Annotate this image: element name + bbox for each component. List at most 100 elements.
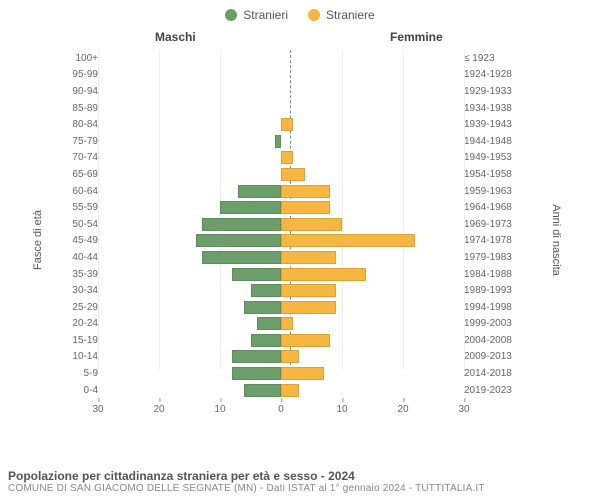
x-tick: 30: [92, 404, 103, 415]
bar-female-slot: [281, 350, 460, 363]
bar-female-slot: [281, 201, 460, 214]
bar-female: [281, 151, 293, 164]
pyramid-row: 60-641959-1963: [60, 183, 520, 200]
bar-male: [275, 135, 281, 148]
x-ticks: 3020100102030: [60, 400, 520, 430]
legend-female: Straniere: [308, 8, 375, 22]
pyramid-row: 30-34 1989-1993: [60, 282, 520, 299]
bar-female: [281, 118, 293, 131]
bar-male: [244, 301, 281, 314]
age-label: 40-44: [60, 252, 102, 263]
bar-male-slot: [102, 201, 281, 214]
age-label: 80-84: [60, 119, 102, 130]
pyramid-row: 25-291994-1998: [60, 299, 520, 316]
pyramid-row: 50-541969-1973: [60, 216, 520, 233]
bar-male-slot: [102, 251, 281, 264]
birth-label: 1974-1978: [460, 235, 520, 246]
age-label: 50-54: [60, 219, 102, 230]
birth-label: 1944-1948: [460, 136, 520, 147]
birth-label: 1994-1998: [460, 302, 520, 313]
birth-label: 2019-2023: [460, 385, 520, 396]
bar-male-slot: [102, 135, 281, 148]
bar-male: [251, 284, 282, 297]
rows-container: 100+≤ 192395-991924-192890-941929-193385…: [60, 50, 520, 400]
bar-male-slot: [102, 334, 281, 347]
bar-male: [232, 350, 281, 363]
male-header: Maschi: [155, 30, 196, 44]
pyramid-row: 65-69 1954-1958: [60, 166, 520, 183]
legend: Stranieri Straniere: [0, 0, 600, 30]
age-label: 100+: [60, 53, 102, 64]
y-axis-left-label: Fasce di età: [32, 210, 44, 270]
birth-label: 1989-1993: [460, 285, 520, 296]
birth-label: 2014-2018: [460, 368, 520, 379]
bar-female: [281, 284, 336, 297]
bar-female: [281, 234, 415, 247]
bar-female: [281, 185, 330, 198]
bar-female-slot: [281, 384, 460, 397]
bar-male-slot: [102, 384, 281, 397]
x-tick: 20: [397, 404, 408, 415]
pyramid-row: 45-49 1974-1978: [60, 233, 520, 250]
x-tick: 10: [336, 404, 347, 415]
pyramid-row: 0-42019-2023: [60, 382, 520, 399]
birth-label: 1939-1943: [460, 119, 520, 130]
pyramid-row: 70-741949-1953: [60, 150, 520, 167]
legend-female-label: Straniere: [326, 8, 375, 22]
legend-male-label: Stranieri: [243, 8, 288, 22]
age-label: 45-49: [60, 235, 102, 246]
birth-label: 1979-1983: [460, 252, 520, 263]
bar-male: [238, 185, 281, 198]
bar-female-slot: [281, 234, 460, 247]
bar-female: [281, 334, 330, 347]
age-label: 65-69: [60, 169, 102, 180]
age-label: 85-89: [60, 103, 102, 114]
bar-female: [281, 218, 342, 231]
birth-label: 1984-1988: [460, 269, 520, 280]
bar-female: [281, 268, 366, 281]
age-label: 55-59: [60, 202, 102, 213]
y-axis-right-label: Anni di nascita: [550, 204, 562, 276]
caption-sub: COMUNE DI SAN GIACOMO DELLE SEGNATE (MN)…: [8, 483, 592, 494]
x-tick: 30: [458, 404, 469, 415]
bar-male: [232, 367, 281, 380]
birth-label: ≤ 1923: [460, 53, 520, 64]
age-label: 30-34: [60, 285, 102, 296]
x-tick: 10: [214, 404, 225, 415]
bar-male-slot: [102, 234, 281, 247]
caption: Popolazione per cittadinanza straniera p…: [0, 469, 600, 500]
birth-label: 1929-1933: [460, 86, 520, 97]
bar-male-slot: [102, 317, 281, 330]
pyramid-row: 15-192004-2008: [60, 332, 520, 349]
chart-container: Stranieri Straniere Maschi Femmine Fasce…: [0, 0, 600, 500]
x-axis: 3020100102030: [60, 400, 520, 430]
pyramid-row: 55-59 1964-1968: [60, 199, 520, 216]
bar-female-slot: [281, 168, 460, 181]
bar-female-slot: [281, 251, 460, 264]
birth-label: 1964-1968: [460, 202, 520, 213]
birth-label: 2009-2013: [460, 351, 520, 362]
birth-label: 1934-1938: [460, 103, 520, 114]
bar-male-slot: [102, 284, 281, 297]
bar-male: [232, 268, 281, 281]
bar-male: [196, 234, 281, 247]
bar-female-slot: [281, 284, 460, 297]
bar-female-slot: [281, 301, 460, 314]
gridline: [464, 50, 465, 370]
bar-female: [281, 301, 336, 314]
bar-female-slot: [281, 268, 460, 281]
age-label: 75-79: [60, 136, 102, 147]
pyramid-row: 80-84 1939-1943: [60, 116, 520, 133]
legend-male-swatch: [225, 9, 237, 21]
bar-female-slot: [281, 367, 460, 380]
bar-female-slot: [281, 317, 460, 330]
age-label: 5-9: [60, 368, 102, 379]
bar-male-slot: [102, 350, 281, 363]
x-tick: 20: [153, 404, 164, 415]
bar-female-slot: [281, 118, 460, 131]
bar-male: [257, 317, 281, 330]
birth-label: 1954-1958: [460, 169, 520, 180]
bar-male: [202, 251, 281, 264]
bar-male: [244, 384, 281, 397]
pyramid-row: 10-142009-2013: [60, 349, 520, 366]
